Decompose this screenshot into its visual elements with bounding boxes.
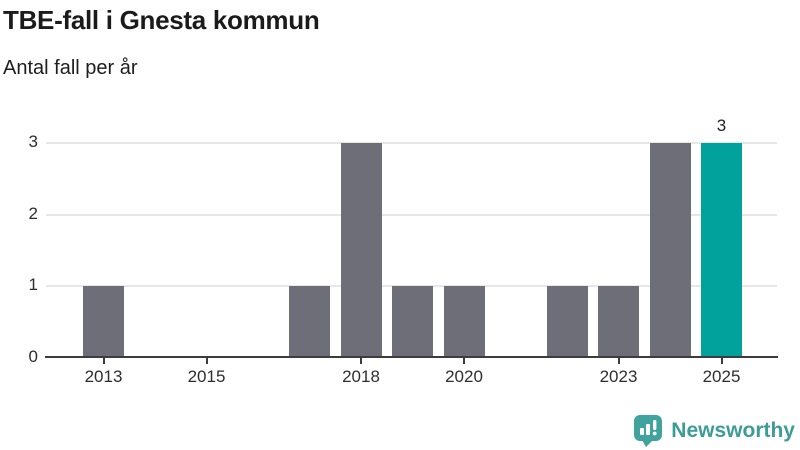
x-tick-2013 xyxy=(102,358,105,364)
y-tick-label-1: 1 xyxy=(28,275,38,295)
gridline-y3 xyxy=(46,142,777,144)
x-tick-2018 xyxy=(360,358,362,364)
bar-2019 xyxy=(392,286,433,358)
y-tick-label-3: 3 xyxy=(28,132,38,151)
bar-2017 xyxy=(289,286,330,358)
x-tick-label-2020: 2020 xyxy=(445,367,483,386)
newsworthy-logo-icon xyxy=(634,415,663,447)
chart-title: TBE-fall i Gnesta kommun xyxy=(3,5,320,35)
bar-2023 xyxy=(598,286,639,358)
chart-subtitle: Antal fall per år xyxy=(3,57,138,79)
x-axis-line xyxy=(45,356,778,358)
x-tick-2025 xyxy=(720,358,723,364)
plot-area: 3 xyxy=(46,116,777,358)
bar-2025 xyxy=(701,143,742,358)
x-tick-label-2018: 2018 xyxy=(342,367,380,386)
gridline-y2 xyxy=(46,213,777,216)
x-tick-label-2023: 2023 xyxy=(599,367,638,386)
bar-2020 xyxy=(443,286,485,358)
x-tick-2015 xyxy=(205,358,208,364)
x-tick-label-2025: 2025 xyxy=(702,367,741,386)
newsworthy-logo-text: Newsworthy xyxy=(671,418,795,442)
bar-2024 xyxy=(649,143,691,358)
bar-2018 xyxy=(340,143,382,358)
x-tick-2023 xyxy=(617,358,620,364)
bar-value-label: 3 xyxy=(716,116,727,135)
bar-2013 xyxy=(83,286,124,358)
x-tick-2020 xyxy=(463,358,465,364)
bar-2022 xyxy=(546,286,588,358)
x-tick-label-2013: 2013 xyxy=(84,367,123,386)
newsworthy-logo[interactable]: Newsworthy xyxy=(633,414,795,447)
y-tick-label-2: 2 xyxy=(28,203,38,223)
y-tick-label-0: 0 xyxy=(28,347,38,366)
x-tick-label-2015: 2015 xyxy=(187,367,226,386)
